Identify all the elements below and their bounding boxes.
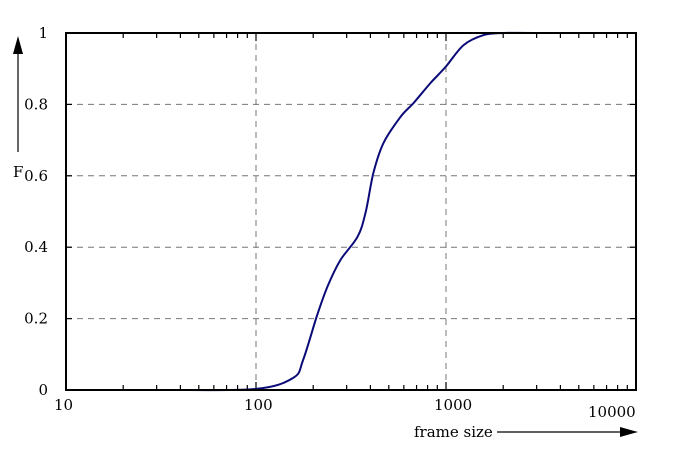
cdf-line <box>169 31 541 392</box>
axis-ticks <box>65 32 636 391</box>
x-tick-labels: 10 100 1000 10000 <box>54 396 636 421</box>
x-tick-label: 100 <box>244 396 273 414</box>
y-axis-label: F <box>13 163 23 181</box>
y-axis-arrow-head <box>13 36 23 54</box>
y-tick-labels: 0 0.2 0.4 0.6 0.8 1 <box>24 24 48 399</box>
y-tick-label: 0 <box>38 381 48 399</box>
y-tick-label: 0.8 <box>24 95 48 113</box>
y-tick-label: 1 <box>38 24 48 42</box>
x-axis-label: frame size <box>414 423 493 441</box>
grid <box>66 33 636 390</box>
x-tick-label: 10 <box>54 396 73 414</box>
y-tick-label: 0.4 <box>24 238 48 256</box>
plot-frame <box>65 32 637 391</box>
y-tick-label: 0.2 <box>24 310 48 328</box>
x-axis-arrow-head <box>620 427 638 437</box>
y-tick-label: 0.6 <box>24 167 48 185</box>
x-tick-label: 10000 <box>588 403 636 421</box>
x-tick-label: 1000 <box>434 396 472 414</box>
